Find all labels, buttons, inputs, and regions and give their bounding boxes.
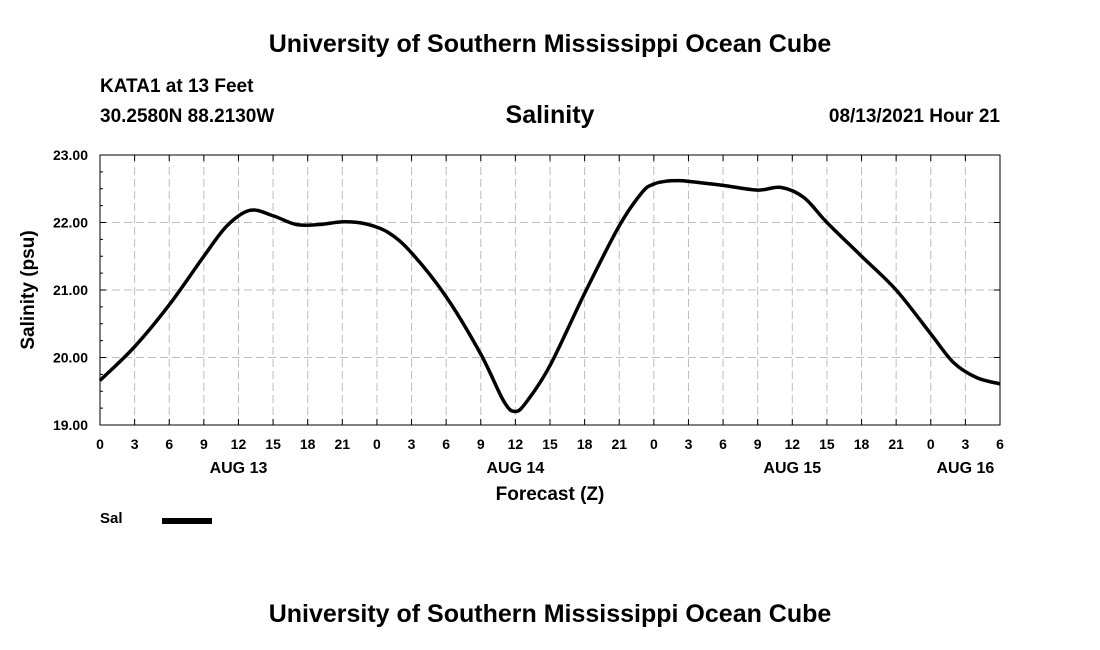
x-tick-label: 0 [650,436,658,452]
footer-title: University of Southern Mississippi Ocean… [268,600,832,628]
y-tick-label: 23.00 [53,147,88,163]
x-tick-label: 12 [508,436,524,452]
x-tick-label: 21 [611,436,627,452]
station-coordinates: 30.2580N 88.2130W [100,106,275,127]
x-tick-label: 6 [719,436,727,452]
x-tick-label: 3 [685,436,693,452]
y-tick-label: 22.00 [53,215,88,231]
y-tick-label: 21.00 [53,282,88,298]
forecast-run-time: 08/13/2021 Hour 21 [828,106,1000,127]
x-tick-label: 9 [477,436,485,452]
x-tick-label: 3 [408,436,416,452]
axis-labels: 0 3 6 9 12 15 18 21 0 3 6 9 12 15 18 21 0 3 6 9 12 15 18 21 0 3 6 1… [53,147,1004,477]
x-tick-label: 12 [231,436,247,452]
x-tick-label: 6 [996,436,1004,452]
series-line-sal [98,178,1001,414]
x-tick-label: 6 [442,436,450,452]
date-label: AUG 13 [210,460,268,477]
x-tick-label: 18 [577,436,593,452]
date-label: AUG 14 [486,460,544,477]
x-tick-label: 15 [819,436,835,452]
y-tick-label: 20.00 [53,350,88,366]
x-tick-label: 9 [754,436,762,452]
x-tick-label: 9 [200,436,208,452]
x-tick-label: 15 [542,436,558,452]
date-label: AUG 16 [936,460,994,477]
chart-main-title: University of Southern Mississippi Ocean… [268,30,832,58]
x-tick-label: 3 [131,436,139,452]
parameter-title: Salinity [505,101,595,129]
x-tick-label: 3 [961,436,969,452]
x-tick-label: 0 [927,436,935,452]
station-name: KATA1 at 13 Feet [100,76,254,97]
legend-swatch-sal [162,518,212,524]
grid-lines [100,155,1000,425]
x-tick-label: 21 [888,436,904,452]
x-tick-label: 6 [165,436,173,452]
series-layer [98,178,1001,414]
x-tick-label: 15 [265,436,281,452]
x-tick-label: 18 [300,436,316,452]
x-tick-label: 21 [335,436,351,452]
y-axis-title: Salinity (psu) [18,230,39,349]
x-axis-title: Forecast (Z) [496,484,605,505]
x-tick-label: 18 [854,436,870,452]
y-tick-label: 19.00 [53,417,88,433]
x-tick-label: 12 [785,436,801,452]
x-tick-label: 0 [373,436,381,452]
legend-label-sal: Sal [100,510,123,527]
x-tick-label: 0 [96,436,104,452]
date-label: AUG 15 [763,460,821,477]
plot-frame [99,154,1001,426]
